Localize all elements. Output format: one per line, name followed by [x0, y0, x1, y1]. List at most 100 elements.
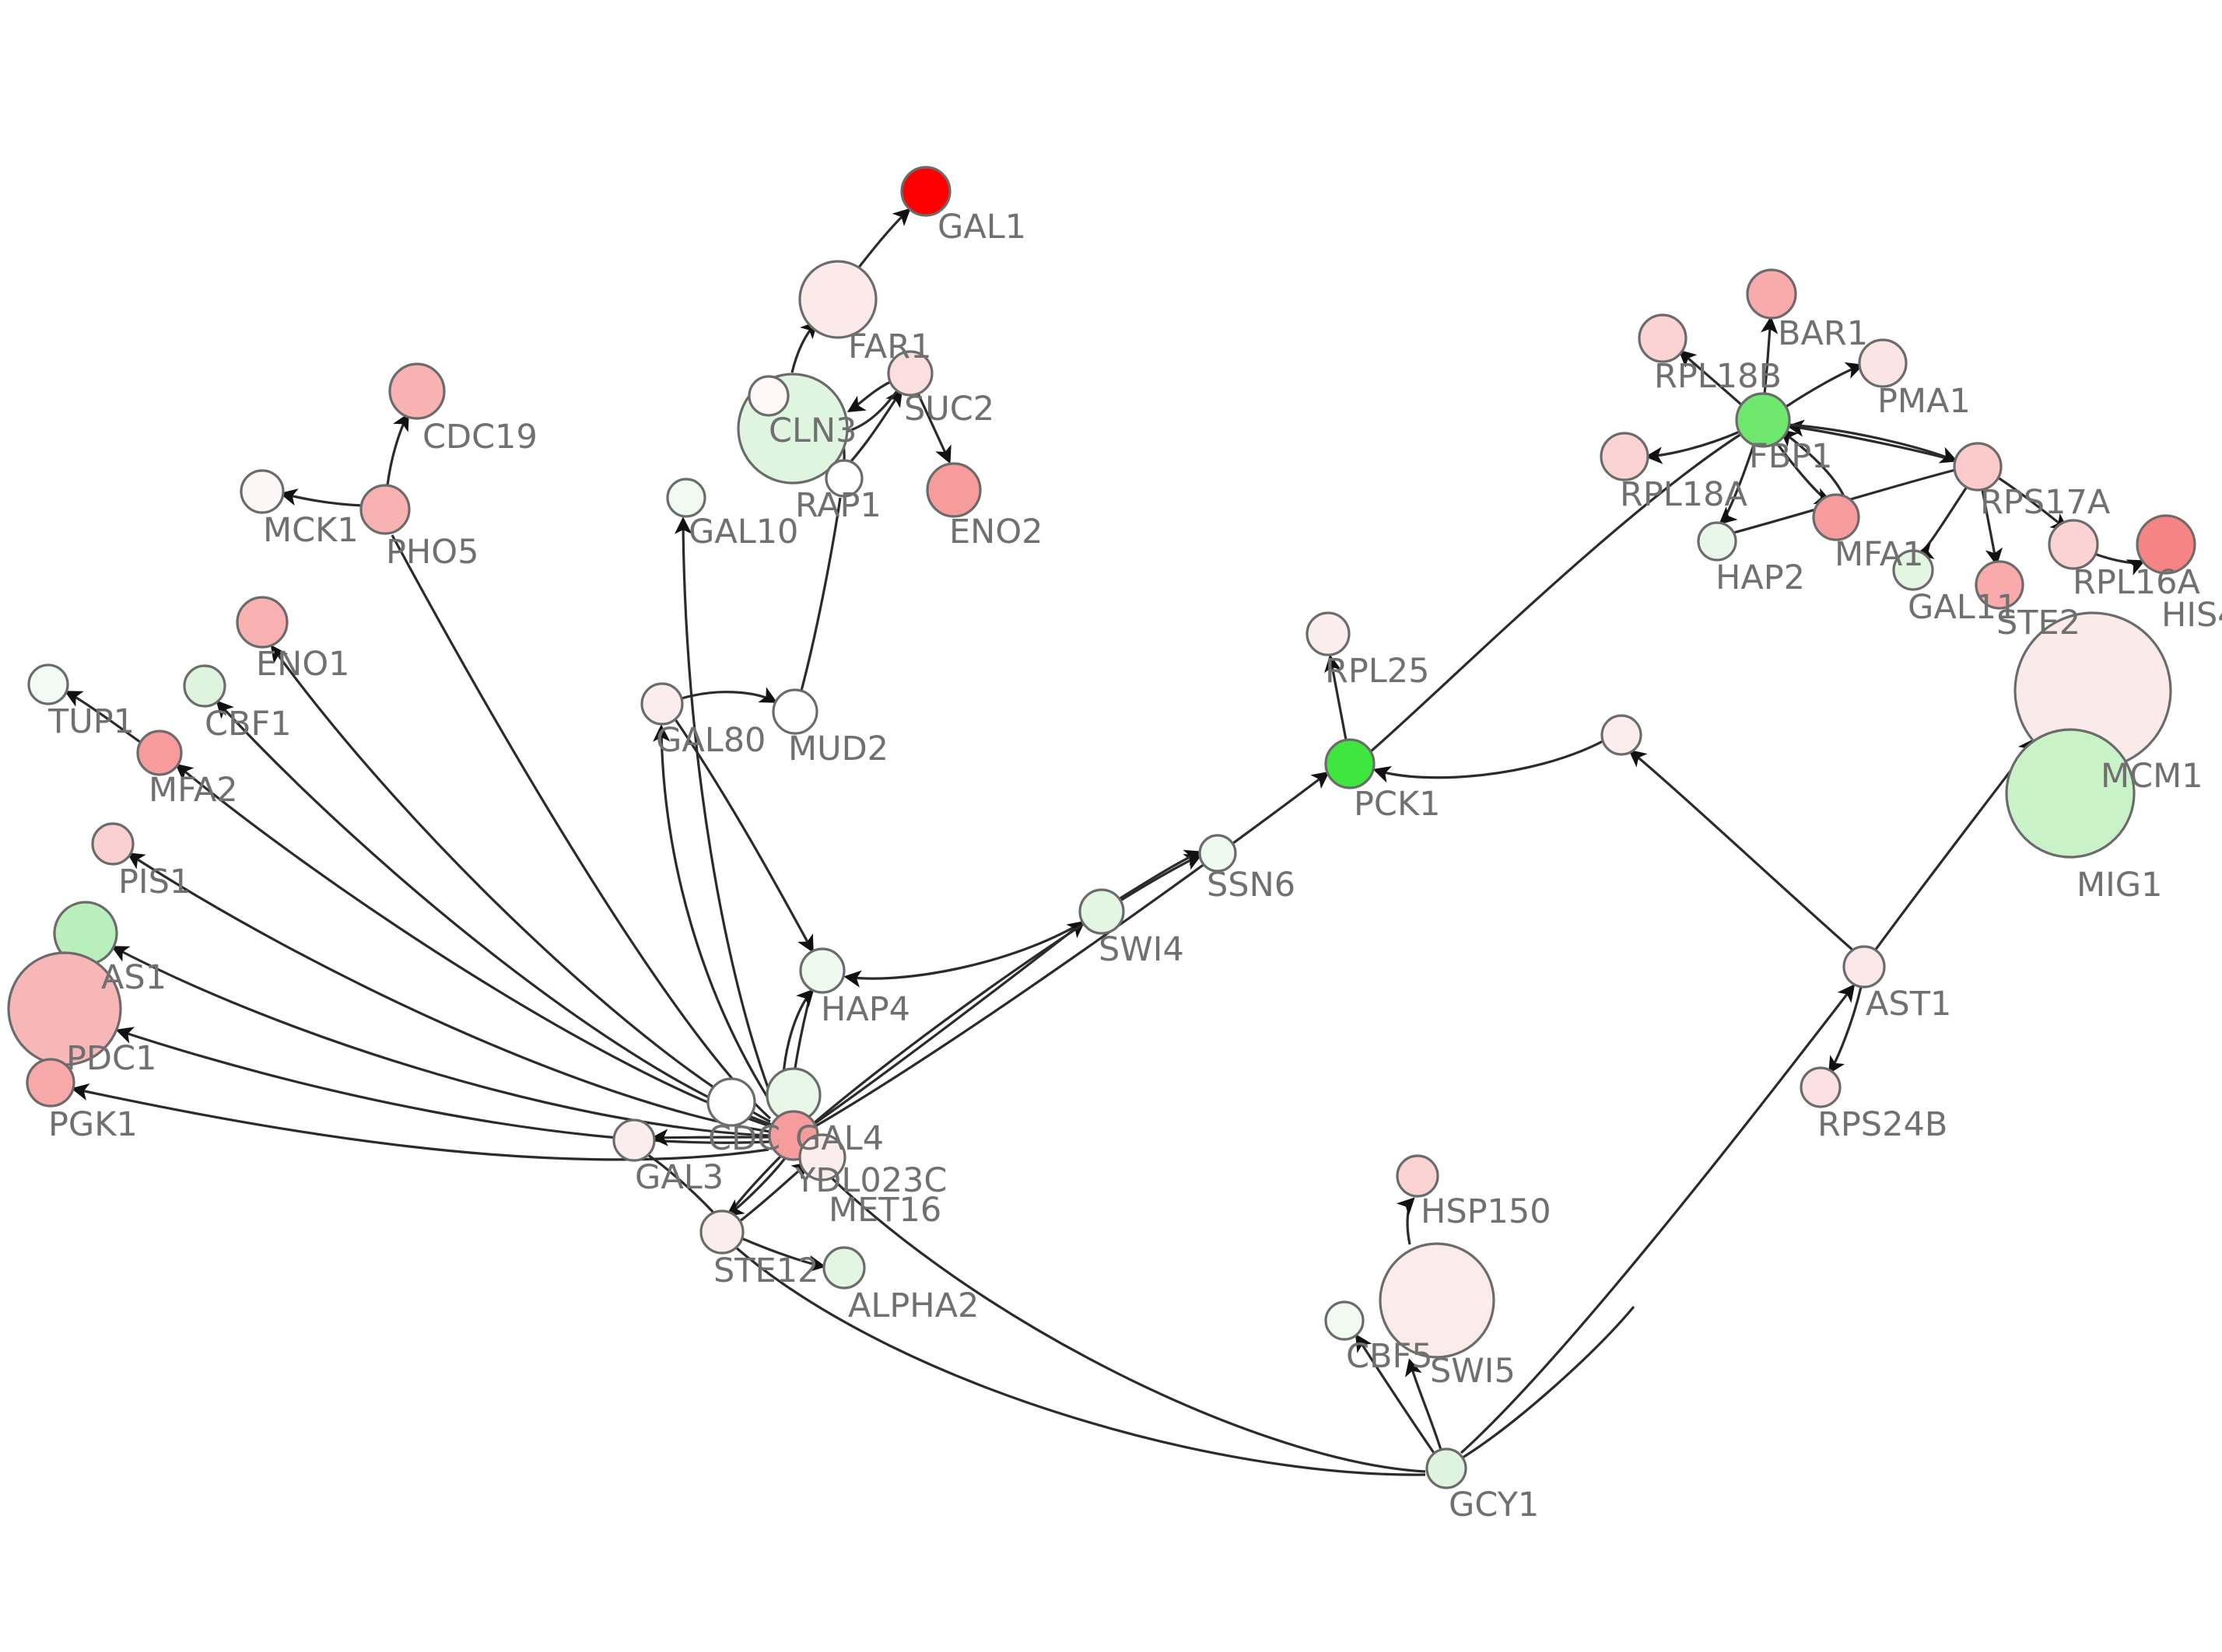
graph-node-SSN6[interactable]: [1198, 834, 1237, 873]
graph-node-CDC[interactable]: [706, 1077, 756, 1127]
node-label-CDC19: CDC19: [422, 418, 538, 457]
edge-GAL4-to-PGK1: [71, 1083, 769, 1161]
node-label-PGK1: PGK1: [48, 1105, 138, 1144]
node-label-CBF1: CBF1: [205, 705, 292, 744]
edge-AST1-to-UNL_PCK1: [1628, 749, 1855, 952]
node-label-AST1: AST1: [1866, 985, 1951, 1024]
node-label-MET16: MET16: [829, 1191, 941, 1230]
edge-RPS17A-to-STE2: [1981, 489, 2003, 566]
node-label-MCK1: MCK1: [263, 511, 359, 550]
graph-node-HSP150[interactable]: [1396, 1154, 1439, 1198]
graph-node-RPL18A[interactable]: [1600, 432, 1649, 481]
edge-MFA2-to-TUP1: [64, 691, 141, 744]
node-label-RPL18B: RPL18B: [1654, 357, 1782, 396]
graph-node-SWI4[interactable]: [1078, 888, 1125, 935]
graph-node-GAL11[interactable]: [1892, 549, 1934, 591]
node-label-GAS1: AS1: [101, 958, 166, 997]
edge-GAL4-to-GAL10: [674, 516, 780, 1115]
edge-FBP1-to-RPS17A: [1787, 423, 1958, 464]
node-label-SWI5: SWI5: [1430, 1352, 1516, 1391]
edge-CLN3_E-to-SUC2: [846, 388, 900, 433]
graph-node-MFA2[interactable]: [136, 730, 183, 776]
graph-node-PGK1[interactable]: [26, 1058, 75, 1108]
graph-node-FBP1[interactable]: [1735, 392, 1791, 448]
graph-node-TUP1[interactable]: [27, 663, 69, 705]
node-label-BAR1: BAR1: [1778, 314, 1868, 353]
node-label-CDC: CDC: [708, 1119, 780, 1158]
graph-node-ENO1[interactable]: [236, 596, 289, 649]
graph-node-BAR1[interactable]: [1746, 268, 1797, 320]
graph-node-RPL18B[interactable]: [1638, 313, 1688, 363]
graph-node-MIG1[interactable]: [2005, 728, 2136, 859]
edge-GAL4-to-PIS1: [126, 852, 771, 1133]
graph-node-RAP1[interactable]: [825, 459, 864, 498]
edge-GCY1-to-AST1_2: [1462, 1305, 1635, 1459]
graph-node-CDC19[interactable]: [388, 362, 446, 420]
edge-STE12-to-GCY1: [734, 1246, 1426, 1476]
node-label-GAL10: GAL10: [689, 513, 798, 551]
node-label-SWI4: SWI4: [1099, 930, 1184, 969]
node-label-FBP1: FBP1: [1749, 437, 1833, 476]
graph-node-GAL3[interactable]: [612, 1118, 656, 1162]
graph-node-MFA1[interactable]: [1812, 493, 1860, 541]
graph-node-ENO2[interactable]: [926, 462, 982, 518]
node-label-MIG1: MIG1: [2077, 866, 2162, 905]
graph-node-GAL10[interactable]: [666, 478, 706, 518]
edge-STE12-to-GAL3: [643, 1151, 716, 1215]
graph-node-MUD2[interactable]: [772, 688, 818, 735]
graph-node-SWI5[interactable]: [1379, 1242, 1495, 1359]
node-label-ALPHA2: ALPHA2: [848, 1286, 979, 1325]
graph-node-MCK1[interactable]: [240, 469, 285, 514]
graph-node-GCY1[interactable]: [1425, 1447, 1467, 1489]
node-label-MFA1: MFA1: [1835, 535, 1924, 574]
edge-GAL4-to-STE12: [725, 1157, 787, 1217]
graph-node-PHO5[interactable]: [359, 484, 411, 535]
edge-FBP1-to-BAR1: [1760, 316, 1779, 394]
node-label-GAL3: GAL3: [635, 1158, 724, 1197]
node-label-HSP150: HSP150: [1421, 1192, 1551, 1231]
node-label-CLN3: CLN3: [769, 411, 857, 450]
graph-node-RPS17A[interactable]: [1953, 442, 2003, 492]
edge-GAL4-to-GAL3: [650, 1129, 773, 1146]
graph-node-UNL_PCK1[interactable]: [1600, 714, 1642, 756]
graph-node-HAP4[interactable]: [799, 947, 846, 994]
graph-node-STE2[interactable]: [1975, 560, 2024, 610]
graph-node-SUC2[interactable]: [887, 350, 934, 397]
node-label-GAL1: GAL1: [938, 208, 1026, 247]
edge-RPL16A-to-HIS4: [2094, 552, 2146, 576]
edge-STE12-to-GAL4: [728, 1150, 787, 1214]
graph-node-UNL_CLN3[interactable]: [748, 375, 790, 417]
graph-node-AST1[interactable]: [1842, 945, 1886, 989]
graph-node-CBF1[interactable]: [183, 664, 226, 708]
edge-PHO5-to-MCK1: [279, 488, 363, 507]
node-label-SSN6: SSN6: [1207, 866, 1295, 905]
graph-node-PIS1[interactable]: [91, 822, 135, 866]
graph-node-PMA1[interactable]: [1858, 338, 1908, 388]
node-label-GAL11: GAL11: [1908, 588, 2017, 627]
edge-PCK1-to-RPL25: [1324, 654, 1348, 740]
edge-GAL4-to-SSN6: [812, 854, 1203, 1125]
graph-node-RPL16A[interactable]: [2048, 519, 2099, 570]
graph-node-FAR1[interactable]: [798, 260, 878, 339]
graph-node-CBF5[interactable]: [1324, 1300, 1365, 1341]
graph-node-GAL1[interactable]: [900, 166, 952, 217]
node-label-ENO1: ENO1: [256, 645, 350, 684]
graph-node-GAL80[interactable]: [640, 682, 684, 726]
graph-node-HIS4[interactable]: [2136, 514, 2196, 575]
edge-GAL4-to-PCK1: [815, 771, 1330, 1128]
graph-node-HAP2[interactable]: [1697, 521, 1737, 562]
edge-FBP1-to-PMA1: [1784, 362, 1864, 409]
graph-node-PCK1[interactable]: [1324, 738, 1376, 789]
node-label-RPS24B: RPS24B: [1817, 1105, 1947, 1144]
graph-node-STE12[interactable]: [699, 1209, 745, 1255]
graph-node-ALPHA2[interactable]: [822, 1246, 866, 1290]
graph-node-YDL023C[interactable]: [798, 1133, 846, 1181]
graph-node-RPS24B[interactable]: [1800, 1066, 1842, 1108]
graph-node-RPL25[interactable]: [1306, 611, 1351, 656]
edge-GAL4-to-PHO5: [391, 534, 772, 1120]
node-label-RPL16A: RPL16A: [2073, 563, 2200, 602]
edge-layer: [64, 208, 2146, 1476]
edge-RPS17A-to-GAL11: [1915, 486, 1968, 559]
edge-GAL80-to-MUD2: [681, 687, 778, 703]
